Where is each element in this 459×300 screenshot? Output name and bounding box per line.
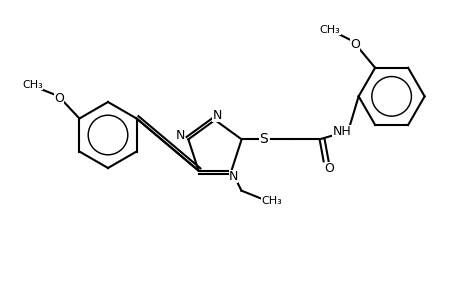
Text: CH₃: CH₃ bbox=[261, 196, 281, 206]
Text: NH: NH bbox=[331, 125, 350, 138]
Text: S: S bbox=[259, 132, 268, 146]
Text: CH₃: CH₃ bbox=[22, 80, 43, 89]
Text: N: N bbox=[228, 170, 238, 183]
Text: CH₃: CH₃ bbox=[319, 25, 340, 35]
Text: O: O bbox=[54, 92, 64, 105]
Text: O: O bbox=[324, 162, 334, 175]
Text: O: O bbox=[349, 38, 359, 51]
Text: N: N bbox=[212, 109, 221, 122]
Text: N: N bbox=[175, 129, 185, 142]
